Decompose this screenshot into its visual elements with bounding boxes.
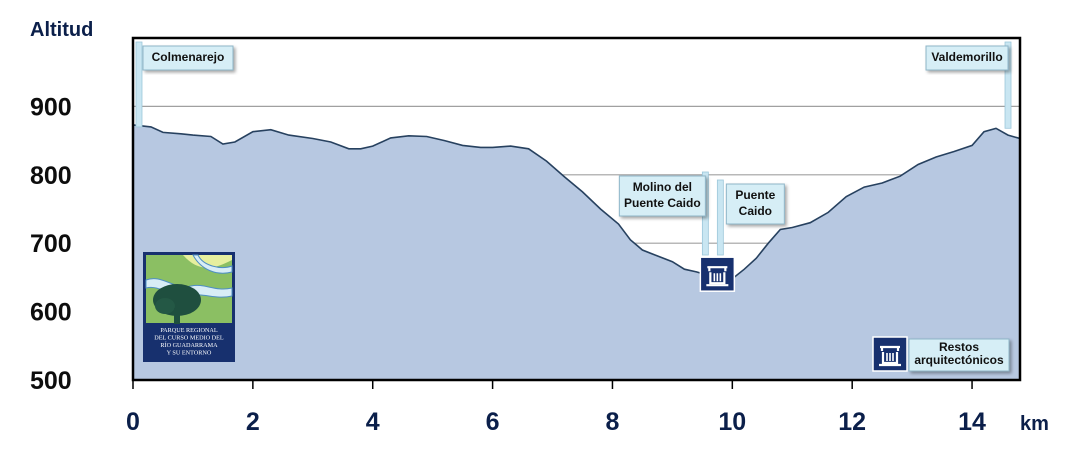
logo-text-line: Y SU ENTORNO xyxy=(167,350,212,357)
y-tick-label: 800 xyxy=(30,162,72,190)
y-tick-label: 600 xyxy=(30,299,72,327)
legend-text-line-1: Restos xyxy=(939,340,979,354)
location-label: Valdemorillo xyxy=(925,41,1012,129)
label-box xyxy=(142,45,234,71)
x-tick-labels: 0 2 4 6 8 10 12 14 xyxy=(126,408,986,436)
location-label: Colmenarejo xyxy=(135,41,234,128)
x-tick-label: 8 xyxy=(606,408,620,436)
location-label-text: Valdemorillo xyxy=(931,50,1002,64)
x-tick-label: 10 xyxy=(718,408,746,436)
logo-text-line: RÍO GUADARRAMA xyxy=(160,341,218,349)
x-tick-label: 6 xyxy=(486,408,500,436)
x-tick-label: 4 xyxy=(366,408,380,436)
x-tick-marks xyxy=(132,380,973,389)
y-tick-label: 700 xyxy=(30,230,72,258)
logo-text-line: PARQUE REGIONAL xyxy=(160,327,218,334)
x-tick-label: 12 xyxy=(838,408,866,436)
location-label: Puente Caido xyxy=(716,179,785,256)
y-axis-title: Altitud xyxy=(30,19,93,41)
label-pole xyxy=(1004,41,1012,129)
location-label-text: Puente Caido xyxy=(624,196,701,210)
y-tick-label: 500 xyxy=(30,367,72,395)
y-tick-labels: 500 600 700 800 900 xyxy=(30,93,72,395)
elevation-line xyxy=(132,124,1021,280)
x-tick-label: 2 xyxy=(246,408,260,436)
x-axis-title: km xyxy=(1020,413,1049,435)
x-tick-label: 14 xyxy=(958,408,986,436)
location-label: Molino del Puente Caido xyxy=(618,171,709,256)
ruins-icon xyxy=(699,256,736,292)
label-pole xyxy=(135,41,143,128)
x-tick-label: 0 xyxy=(126,408,140,436)
label-pole xyxy=(716,179,724,256)
location-labels: Colmenarejo Valdemorillo Molino del Puente … xyxy=(135,41,1012,256)
legend-text-line-2: arquitectónicos xyxy=(914,353,1004,367)
logo-text-line: DEL CURSO MEDIO DEL xyxy=(154,335,224,342)
location-label-text: Colmenarejo xyxy=(152,50,225,64)
elevation-area xyxy=(133,124,1020,381)
label-box xyxy=(618,175,706,217)
location-label-text: Caido xyxy=(739,204,772,218)
ruins-icon xyxy=(872,336,908,372)
label-box xyxy=(925,45,1009,71)
y-tick-label: 900 xyxy=(30,93,72,121)
label-box xyxy=(725,183,785,225)
plot-frame xyxy=(131,36,1022,382)
legend: Restos arquitectónicos xyxy=(872,336,1010,372)
location-label-text: Molino del xyxy=(633,180,692,194)
location-label-text: Puente xyxy=(735,188,775,202)
ruins-markers xyxy=(699,256,736,292)
